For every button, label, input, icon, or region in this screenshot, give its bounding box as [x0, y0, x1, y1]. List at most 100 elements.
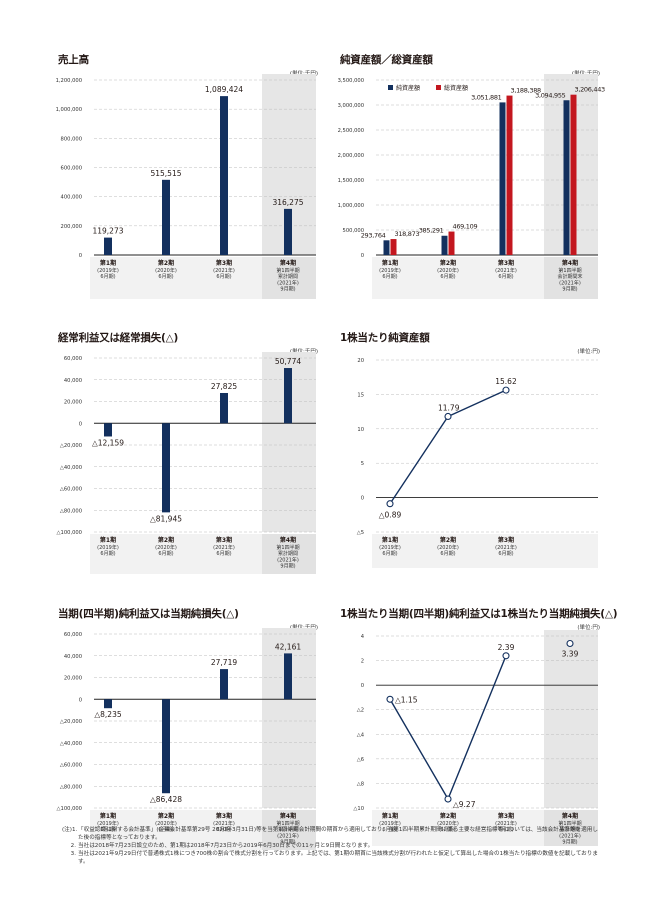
ordinary-income-chart: △100,000 △80,000 △60,000 △40,000 △20,000 0 20,…: [57, 352, 316, 574]
period-label: 第2期: [157, 536, 174, 544]
shaded-period-background: [544, 630, 598, 808]
data-label: 318,873: [395, 230, 420, 238]
y-tick-label: △6: [357, 757, 364, 763]
period-sublabel: (2021年): [213, 267, 235, 274]
legend-label: 純資産額: [396, 84, 420, 92]
period-sublabel: 6月期): [216, 274, 231, 280]
assets-chart: 0 500,000 1,000,000 1,500,000 2,000,000 2,500…: [338, 74, 605, 299]
footnote-1: (注)1. 「収益認識に関する会計基準」(企業会計基準第29号 2020年3月3…: [62, 826, 602, 842]
shaded-period-label-band: [544, 257, 598, 299]
period-sublabel: 6月期): [216, 551, 231, 557]
period-label: 第1期: [99, 812, 116, 820]
bar: [162, 699, 170, 794]
period-sublabel: 9月期): [280, 564, 295, 570]
data-label: △1.15: [395, 695, 418, 704]
bar: [284, 208, 292, 255]
data-label: △86,428: [150, 795, 182, 804]
data-point: [386, 500, 394, 508]
bar: [220, 392, 228, 424]
y-tick-label: △2: [357, 708, 364, 714]
data-label: △12,159: [92, 438, 124, 447]
data-label: 3,094,955: [535, 91, 566, 99]
data-point: [444, 412, 452, 421]
y-tick-label: 800,000: [61, 136, 82, 142]
y-tick-label: △80,000: [60, 508, 82, 514]
legend-swatch: [436, 85, 441, 90]
y-tick-label: △60,000: [60, 763, 82, 769]
period-label: 第3期: [497, 536, 514, 544]
period-sublabel: 6月期): [158, 551, 173, 557]
data-label: △81,945: [150, 514, 182, 523]
footnotes: (注)1. 「収益認識に関する会計基準」(企業会計基準第29号 2020年3月3…: [62, 826, 602, 866]
y-tick-label: △80,000: [60, 784, 82, 790]
legend-label: 総資産額: [444, 84, 468, 92]
period-sublabel: (2020年): [155, 267, 177, 274]
period-sublabel: (2020年): [437, 820, 459, 827]
footnote-text: 当社は2021年9月29日付で普通株式1株につき700株の割合で株式分割を行って…: [78, 851, 598, 865]
footnote-text: 当社は2018年7月23日設立のため、第1期は2018年7月23日から2019年…: [78, 843, 374, 849]
y-tick-label: 0: [79, 421, 82, 427]
period-sublabel: (2021年): [495, 267, 517, 274]
bar: [104, 237, 112, 255]
period-sublabel: 第1四半期: [276, 820, 299, 827]
period-sublabel: 第1四半期: [276, 267, 299, 274]
y-tick-label: 4: [361, 634, 365, 640]
period-sublabel: (2021年): [559, 279, 581, 286]
period-sublabel: (2019年): [379, 267, 401, 274]
bar: [284, 368, 292, 424]
period-sublabel: 6月期): [158, 274, 173, 280]
data-label: 316,275: [272, 198, 303, 207]
y-tick-label: △4: [357, 732, 365, 738]
data-point: [386, 695, 394, 703]
y-tick-label: 1,500,000: [338, 178, 364, 184]
y-tick-label: 20,000: [64, 400, 82, 406]
period-sublabel: (2019年): [97, 267, 119, 274]
y-tick-label: 3,000,000: [338, 103, 364, 109]
period-label: 第2期: [439, 536, 456, 544]
bar: [162, 423, 170, 513]
period-sublabel: 9月期): [280, 840, 295, 846]
y-tick-label: 5: [361, 461, 364, 467]
y-tick-label: 60,000: [64, 356, 82, 362]
period-sublabel: 累計期間: [278, 273, 298, 280]
data-label: 469,109: [453, 223, 478, 231]
data-label: 15.62: [495, 377, 517, 386]
period-label: 第1期: [381, 536, 398, 544]
bar: [104, 699, 112, 709]
period-label: 第3期: [497, 812, 514, 820]
period-sublabel: (2021年): [277, 556, 299, 563]
data-label: 385,291: [419, 227, 444, 235]
shaded-period-label-band: [262, 810, 316, 850]
data-label: 293,764: [361, 231, 386, 239]
period-sublabel: 6月期): [382, 274, 397, 280]
period-label: 第1期: [381, 812, 398, 820]
period-sublabel: 6月期): [382, 551, 397, 557]
y-tick-label: 200,000: [61, 224, 82, 230]
footnote-lead: (注)1.: [62, 827, 78, 833]
period-sublabel: (2019年): [379, 820, 401, 827]
period-label-band: [372, 534, 598, 568]
chart-title-ordinary-income: 経常利益又は経常損失(△): [58, 332, 179, 344]
period-label: 第4期: [561, 259, 578, 267]
shaded-period-label-band: [262, 534, 316, 574]
period-label: 第1期: [99, 536, 116, 544]
y-tick-label: △10: [353, 806, 364, 812]
period-label: 第1期: [381, 259, 398, 267]
eps-chart: △10△8△6△4△2024第1期(2019年)6月期)第2期(2020年)6月…: [353, 630, 598, 846]
bar-net-assets: [563, 100, 570, 255]
chart-title-eps: 1株当たり当期(四半期)純利益又は1株当たり当期純損失(△): [340, 608, 618, 620]
footnote-mark: 3.: [70, 851, 76, 857]
y-tick-label: 500,000: [343, 228, 364, 234]
footnote-2: 2. 当社は2018年7月23日設立のため、第1期は2018年7月23日から20…: [62, 842, 602, 850]
period-sublabel: 第1四半期: [558, 820, 581, 827]
bar-net-assets: [499, 102, 506, 256]
bar-total-assets: [448, 231, 455, 255]
period-label: 第1期: [99, 259, 116, 267]
period-sublabel: 9月期): [280, 287, 295, 293]
sales-chart: 0 200,000 400,000 600,000 800,000 1,000,000 1,…: [56, 74, 316, 299]
period-label: 第3期: [215, 812, 232, 820]
period-sublabel: 9月期): [562, 287, 577, 293]
y-tick-label: 0: [361, 683, 364, 689]
shaded-period-label-band: [262, 257, 316, 299]
period-label: 第3期: [215, 259, 232, 267]
